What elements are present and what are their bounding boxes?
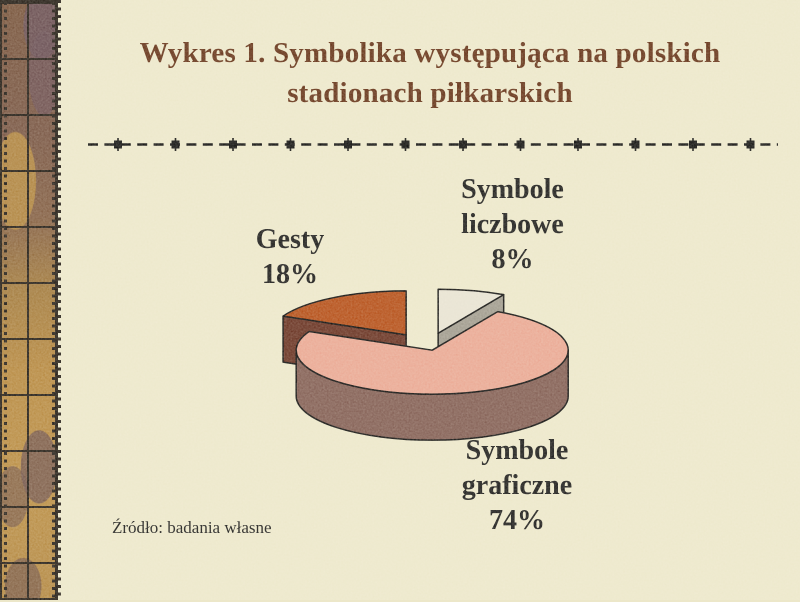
pie-label-name: Symbole liczbowe: [461, 174, 564, 240]
pie-label-symbole-liczbowe: Symbole liczbowe 8%: [430, 172, 595, 277]
pie-label-percent: 8%: [491, 244, 534, 275]
pie-label-name: Symbole graficzne: [461, 435, 573, 501]
source-note: Źródło: badania własne: [112, 518, 272, 537]
pie-label-gesty: Gesty 18%: [230, 222, 350, 292]
pie-label-percent: 74%: [489, 505, 545, 536]
pie-label-symbole-graficzne: Symbole graficzne 74%: [428, 433, 606, 538]
pie-label-percent: 18%: [262, 259, 318, 290]
pie-label-name: Gesty: [255, 224, 325, 255]
